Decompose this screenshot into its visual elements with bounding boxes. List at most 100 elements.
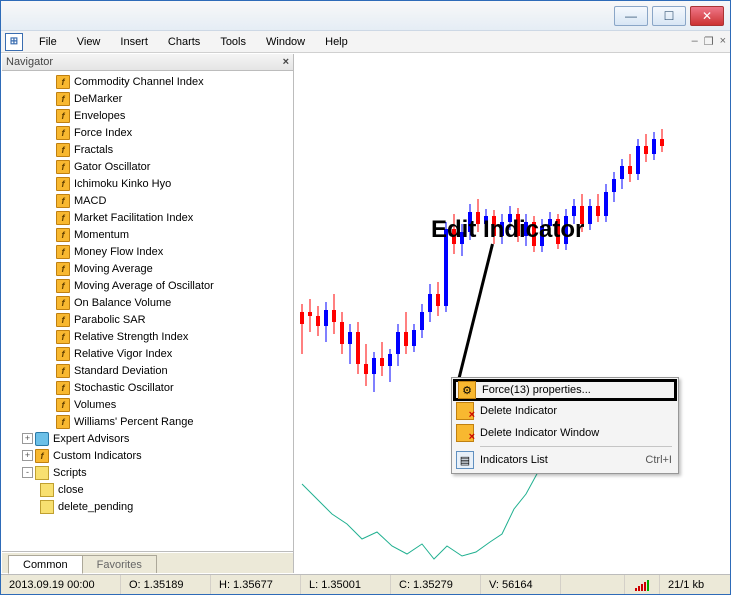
properties-icon: ⚙ bbox=[458, 381, 476, 399]
indicator-item[interactable]: f Parabolic SAR bbox=[4, 311, 293, 328]
context-properties[interactable]: ⚙ Force(13) properties... bbox=[453, 379, 677, 401]
menu-charts[interactable]: Charts bbox=[158, 34, 210, 50]
script-icon bbox=[40, 483, 54, 497]
menu-tools[interactable]: Tools bbox=[210, 34, 256, 50]
indicator-item[interactable]: fVolumes bbox=[4, 396, 293, 413]
indicator-label: Force Index bbox=[74, 127, 132, 139]
expander-icon[interactable]: - bbox=[22, 467, 33, 478]
maximize-button[interactable]: ☐ bbox=[652, 6, 686, 26]
mdi-close-icon[interactable]: × bbox=[720, 35, 726, 48]
indicator-icon: f bbox=[56, 92, 70, 106]
indicator-icon: f bbox=[56, 330, 70, 344]
list-icon: ▤ bbox=[456, 451, 474, 469]
indicator-label: Gator Oscillator bbox=[74, 161, 150, 173]
indicator-item[interactable]: f Force Index bbox=[4, 124, 293, 141]
status-low: L: 1.35001 bbox=[301, 575, 391, 594]
status-connection bbox=[624, 575, 660, 594]
indicator-item[interactable]: fMoving Average bbox=[4, 260, 293, 277]
indicator-label: Williams' Percent Range bbox=[74, 416, 193, 428]
indicator-label: Momentum bbox=[74, 229, 129, 241]
delete-icon bbox=[456, 402, 474, 420]
indicator-label: Commodity Channel Index bbox=[74, 76, 204, 88]
tab-common[interactable]: Common bbox=[8, 555, 83, 574]
script-item[interactable]: close bbox=[4, 481, 293, 498]
indicator-item[interactable]: fMoving Average of Oscillator bbox=[4, 277, 293, 294]
group-label: Custom Indicators bbox=[53, 450, 142, 462]
mdi-minimize-icon[interactable]: – bbox=[692, 35, 698, 48]
navigator-panel: Navigator × f Commodity Channel Index fDeM… bbox=[2, 54, 294, 573]
group-label: Scripts bbox=[53, 467, 87, 479]
group-icon: f bbox=[35, 449, 49, 463]
status-open: O: 1.35189 bbox=[121, 575, 211, 594]
close-button[interactable]: ✕ bbox=[690, 6, 724, 26]
menu-file[interactable]: File bbox=[29, 34, 67, 50]
indicator-item[interactable]: fRelative Vigor Index bbox=[4, 345, 293, 362]
tree-group-sc[interactable]: - Scripts bbox=[4, 464, 293, 481]
expander-icon[interactable]: + bbox=[22, 433, 33, 444]
indicator-icon: f bbox=[56, 398, 70, 412]
status-close: C: 1.35279 bbox=[391, 575, 481, 594]
indicator-item[interactable]: fIchimoku Kinko Hyo bbox=[4, 175, 293, 192]
indicator-icon: f bbox=[56, 126, 70, 140]
indicator-icon: f bbox=[56, 177, 70, 191]
indicator-icon: f bbox=[56, 262, 70, 276]
annotation-label: Edit Indicator bbox=[431, 216, 584, 244]
indicator-item[interactable]: f Commodity Channel Index bbox=[4, 73, 293, 90]
indicator-label: Relative Vigor Index bbox=[74, 348, 172, 360]
indicator-item[interactable]: fMarket Facilitation Index bbox=[4, 209, 293, 226]
context-properties-label: Force(13) properties... bbox=[482, 384, 591, 396]
menu-view[interactable]: View bbox=[67, 34, 111, 50]
context-menu: ⚙ Force(13) properties... Delete Indicat… bbox=[451, 377, 679, 474]
indicator-icon: f bbox=[56, 245, 70, 259]
indicator-item[interactable]: fMACD bbox=[4, 192, 293, 209]
indicator-icon: f bbox=[56, 75, 70, 89]
context-list[interactable]: ▤ Indicators List Ctrl+I bbox=[454, 449, 676, 471]
indicator-item[interactable]: f Momentum bbox=[4, 226, 293, 243]
tree-group-ci[interactable]: +f Custom Indicators bbox=[4, 447, 293, 464]
indicator-label: Money Flow Index bbox=[74, 246, 163, 258]
indicator-item[interactable]: fStandard Deviation bbox=[4, 362, 293, 379]
context-list-shortcut: Ctrl+I bbox=[645, 454, 672, 466]
indicator-icon: f bbox=[56, 143, 70, 157]
tab-favorites[interactable]: Favorites bbox=[82, 555, 157, 573]
indicator-item[interactable]: fFractals bbox=[4, 141, 293, 158]
content-area: Navigator × f Commodity Channel Index fDeM… bbox=[2, 54, 729, 573]
script-icon bbox=[40, 500, 54, 514]
context-delete[interactable]: Delete Indicator bbox=[454, 400, 676, 422]
titlebar: — ☐ ✕ bbox=[1, 1, 730, 31]
script-item[interactable]: delete_pending bbox=[4, 498, 293, 515]
status-volume: V: 56164 bbox=[481, 575, 561, 594]
menu-insert[interactable]: Insert bbox=[110, 34, 158, 50]
menu-window[interactable]: Window bbox=[256, 34, 315, 50]
indicator-label: Relative Strength Index bbox=[74, 331, 188, 343]
indicator-icon: f bbox=[56, 313, 70, 327]
indicator-label: Parabolic SAR bbox=[74, 314, 146, 326]
indicator-icon: f bbox=[56, 228, 70, 242]
indicator-item[interactable]: f Williams' Percent Range bbox=[4, 413, 293, 430]
indicator-item[interactable]: fOn Balance Volume bbox=[4, 294, 293, 311]
minimize-button[interactable]: — bbox=[614, 6, 648, 26]
indicator-label: Standard Deviation bbox=[74, 365, 168, 377]
navigator-close-icon[interactable]: × bbox=[283, 56, 289, 68]
indicator-icon: f bbox=[56, 415, 70, 429]
app-icon: ⊞ bbox=[5, 33, 23, 51]
context-delete-window[interactable]: Delete Indicator Window bbox=[454, 422, 676, 444]
indicator-label: Stochastic Oscillator bbox=[74, 382, 174, 394]
group-icon bbox=[35, 432, 49, 446]
menu-help[interactable]: Help bbox=[315, 34, 358, 50]
indicator-item[interactable]: fStochastic Oscillator bbox=[4, 379, 293, 396]
navigator-header: Navigator × bbox=[2, 54, 293, 71]
indicator-item[interactable]: f Gator Oscillator bbox=[4, 158, 293, 175]
chart-area[interactable] bbox=[294, 54, 729, 573]
expander-icon[interactable]: + bbox=[22, 450, 33, 461]
indicator-icon: f bbox=[56, 160, 70, 174]
tree-group-ea[interactable]: +Expert Advisors bbox=[4, 430, 293, 447]
indicator-item[interactable]: fDeMarker bbox=[4, 90, 293, 107]
navigator-tree[interactable]: f Commodity Channel Index fDeMarkerfEnvelo… bbox=[2, 71, 293, 552]
indicator-item[interactable]: f Money Flow Index bbox=[4, 243, 293, 260]
candlestick-chart bbox=[294, 54, 731, 574]
mdi-restore-icon[interactable]: ❐ bbox=[704, 35, 714, 48]
indicator-item[interactable]: f Relative Strength Index bbox=[4, 328, 293, 345]
indicator-item[interactable]: fEnvelopes bbox=[4, 107, 293, 124]
signal-bars-icon bbox=[635, 579, 649, 591]
